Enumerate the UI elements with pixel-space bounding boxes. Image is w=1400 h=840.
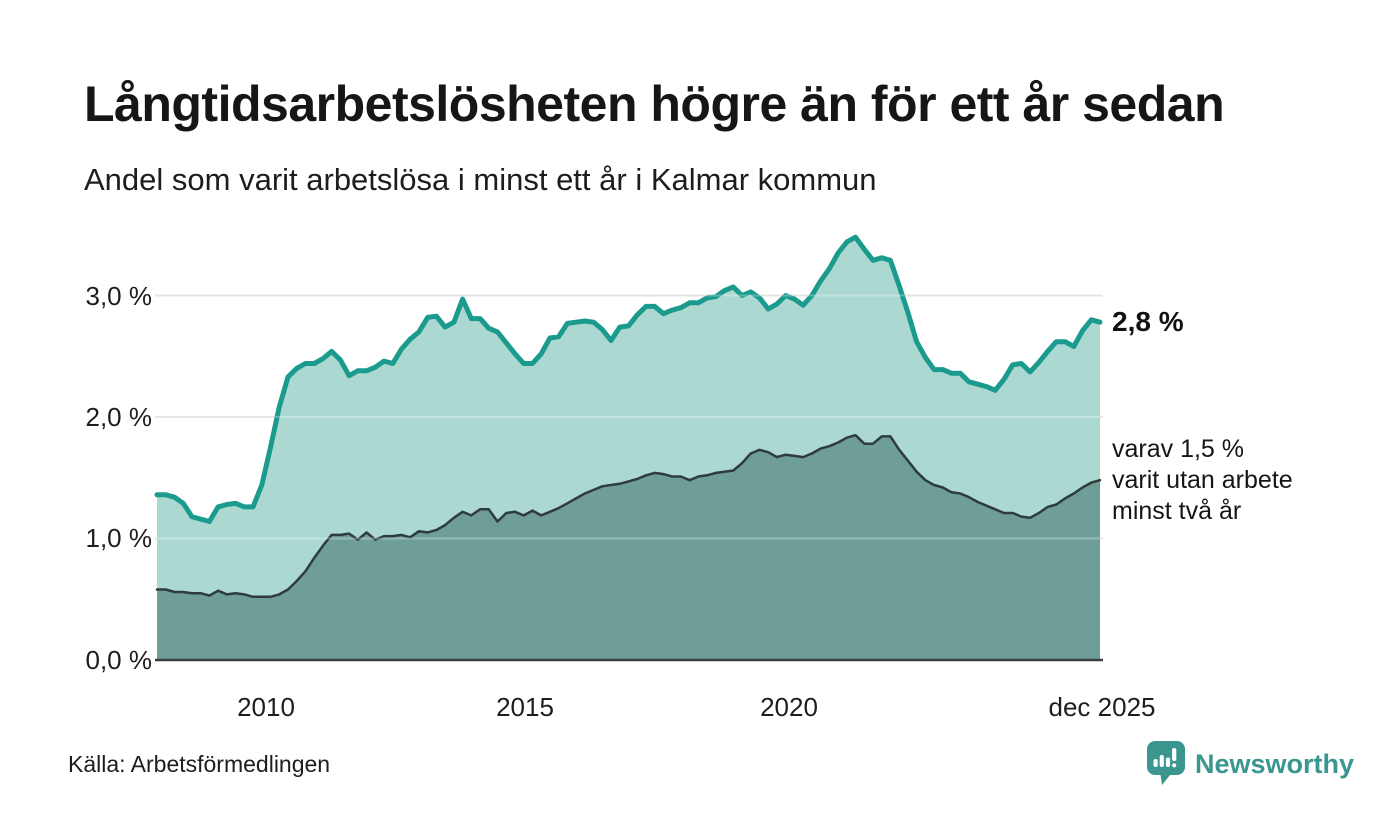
newsworthy-icon — [1146, 740, 1186, 788]
x-tick-label-2020: 2020 — [760, 692, 818, 722]
gridlines-over — [155, 294, 1103, 540]
series-two-years-area-fill — [157, 435, 1100, 660]
series-total-line — [154, 234, 1103, 524]
y-tick-label-0: 0,0 % — [85, 645, 153, 675]
exclamation-bar — [1172, 748, 1177, 761]
chart-subtitle: Andel som varit arbetslösa i minst ett å… — [84, 162, 877, 197]
newsworthy-logo[interactable]: Newsworthy — [1146, 740, 1354, 788]
source-note: Källa: Arbetsförmedlingen — [68, 751, 331, 777]
chart-title: Långtidsarbetslösheten högre än för ett … — [84, 76, 1225, 132]
series-two-years-line — [155, 433, 1102, 599]
end-value-label-total: 2,8 % — [1112, 306, 1184, 337]
y-tick-label-2: 2,0 % — [85, 402, 153, 432]
y-tick-label-3: 3,0 % — [85, 281, 153, 311]
x-tick-label-2015: 2015 — [496, 692, 554, 722]
x-tick-label-dec-2025: dec 2025 — [1048, 692, 1156, 722]
newsworthy-wordmark: Newsworthy — [1195, 749, 1355, 779]
end-value-label-two-years: varav 1,5 % varit utan arbete minst två … — [1112, 435, 1293, 525]
y-tick-label-1: 1,0 % — [85, 523, 153, 553]
bar-chart-glyph — [1153, 748, 1177, 768]
x-tick-label-2010: 2010 — [237, 692, 295, 722]
exclamation-dot — [1172, 763, 1177, 768]
